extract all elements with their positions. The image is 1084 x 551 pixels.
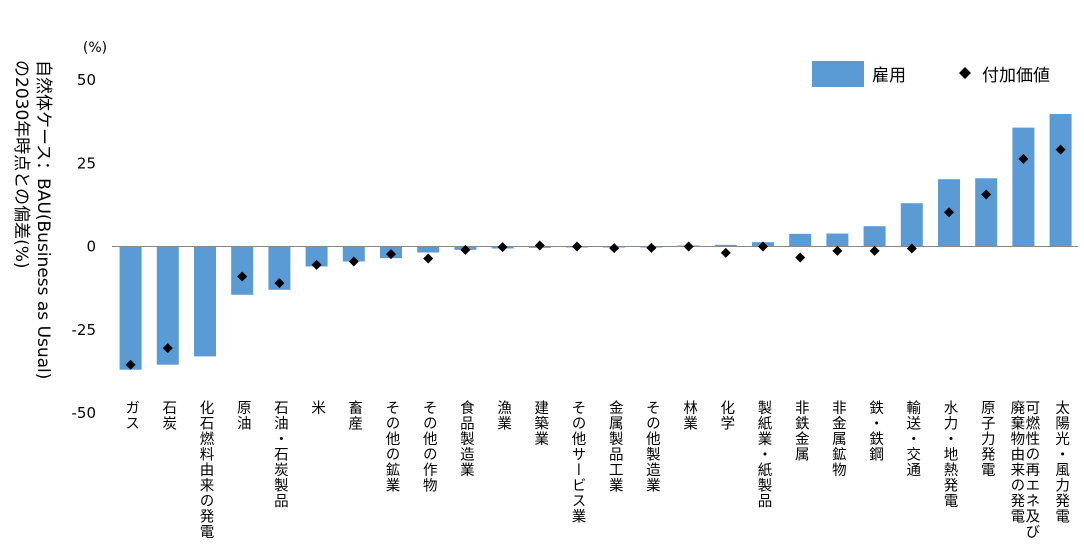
y-axis-label: 自然体ケース：BAU(Business as Usual) の2030年時点との… <box>11 60 53 385</box>
x-category-label: 水力・地熱発電 <box>941 400 958 509</box>
marker-point <box>348 256 359 267</box>
marker-point <box>646 242 657 253</box>
legend-label-employment: 雇用 <box>872 66 906 86</box>
bar <box>119 246 142 370</box>
x-category-label: 太陽光・風力発電 <box>1053 400 1070 524</box>
x-category-label: その他の作物 <box>420 400 437 493</box>
y-unit-label: (%) <box>83 40 107 56</box>
marker-point <box>311 259 322 270</box>
x-category-label: 原子力発電 <box>978 400 995 478</box>
bar <box>231 246 254 295</box>
x-category-label: 輸送・交通 <box>904 400 921 478</box>
marker-point <box>274 278 285 289</box>
marker-point <box>720 247 731 258</box>
x-category-label: 石炭 <box>160 400 177 431</box>
bar <box>194 246 216 357</box>
x-category-label: 金属製品工業 <box>606 400 623 493</box>
marker-point <box>1055 144 1066 155</box>
marker-point <box>981 189 992 200</box>
y-tick-label: 0 <box>86 238 96 256</box>
x-category-label: 漁業 <box>495 400 512 431</box>
bar-series-employment <box>119 113 1072 370</box>
marker-point <box>534 240 545 251</box>
bar <box>268 246 291 290</box>
y-tick-label: -25 <box>72 321 97 339</box>
marker-point <box>869 245 880 256</box>
y-axis-label-line2: の2030年時点との偏差(%) <box>11 60 31 269</box>
x-category-label: 畜産 <box>346 400 363 431</box>
x-category-label: 米 <box>309 400 326 416</box>
y-tick-label: 50 <box>77 71 96 89</box>
marker-point <box>832 245 843 256</box>
marker-point <box>386 249 396 260</box>
bar <box>863 226 886 247</box>
bar <box>975 178 998 247</box>
bar <box>826 233 849 247</box>
marker-point <box>944 207 954 218</box>
x-category-label: 化石燃料由来の発電 <box>197 400 214 540</box>
marker-point <box>423 253 434 264</box>
bar <box>1049 113 1072 247</box>
x-category-label: その他製造業 <box>643 400 660 493</box>
legend-label-value-added: 付加価値 <box>982 66 1050 86</box>
marker-point <box>572 241 582 252</box>
legend-swatch-value-added <box>959 67 971 79</box>
x-category-label: 鉄・鉄鋼 <box>867 400 884 462</box>
marker-point <box>683 241 694 252</box>
bar <box>714 244 737 247</box>
marker-point <box>460 244 471 255</box>
marker-series-value-added <box>125 144 1066 370</box>
marker-point <box>162 343 173 354</box>
marker-point <box>758 241 768 252</box>
x-category-label: 林業 <box>681 400 698 431</box>
x-category-label: 石油・石炭製品 <box>271 400 288 509</box>
legend-swatch-employment <box>812 61 864 87</box>
x-category-label: 化学 <box>718 400 735 431</box>
x-category-label: その他の鉱業 <box>383 400 400 493</box>
bar <box>156 246 179 365</box>
x-category-label: 非金属鉱物 <box>829 400 846 478</box>
marker-point <box>906 243 917 254</box>
marker-point <box>237 271 248 282</box>
x-category-label: 原油 <box>234 400 251 431</box>
marker-point <box>125 359 136 370</box>
x-category-label: 非鉄金属 <box>792 400 809 462</box>
x-category-label: 建築業 <box>532 400 549 447</box>
y-axis-label-line1: 自然体ケース：BAU(Business as Usual) <box>33 60 53 379</box>
marker-point <box>609 243 620 254</box>
y-tick-label: -50 <box>72 404 97 422</box>
x-category-label: 製紙業・紙製品 <box>755 400 772 509</box>
bar <box>1012 127 1035 247</box>
marker-point <box>497 242 508 253</box>
bar <box>900 203 923 247</box>
legend: 雇用 付加価値 <box>812 61 1050 87</box>
bar <box>342 246 365 262</box>
bar <box>305 246 328 267</box>
x-category-label: ガス <box>123 400 140 431</box>
x-category-label: 食品製造業 <box>457 400 474 478</box>
bar <box>417 246 440 253</box>
y-tick-label: 25 <box>77 154 96 172</box>
bar <box>789 233 812 247</box>
marker-point <box>795 252 806 263</box>
marker-point <box>1018 153 1029 164</box>
x-category-label: その他サービス業 <box>569 400 586 524</box>
y-axis-ticks: 50 25 0 -25 -50 <box>72 71 97 422</box>
x-category-label: 可燃性の再エネ及び 廃棄物由来の発電 <box>1008 400 1040 540</box>
